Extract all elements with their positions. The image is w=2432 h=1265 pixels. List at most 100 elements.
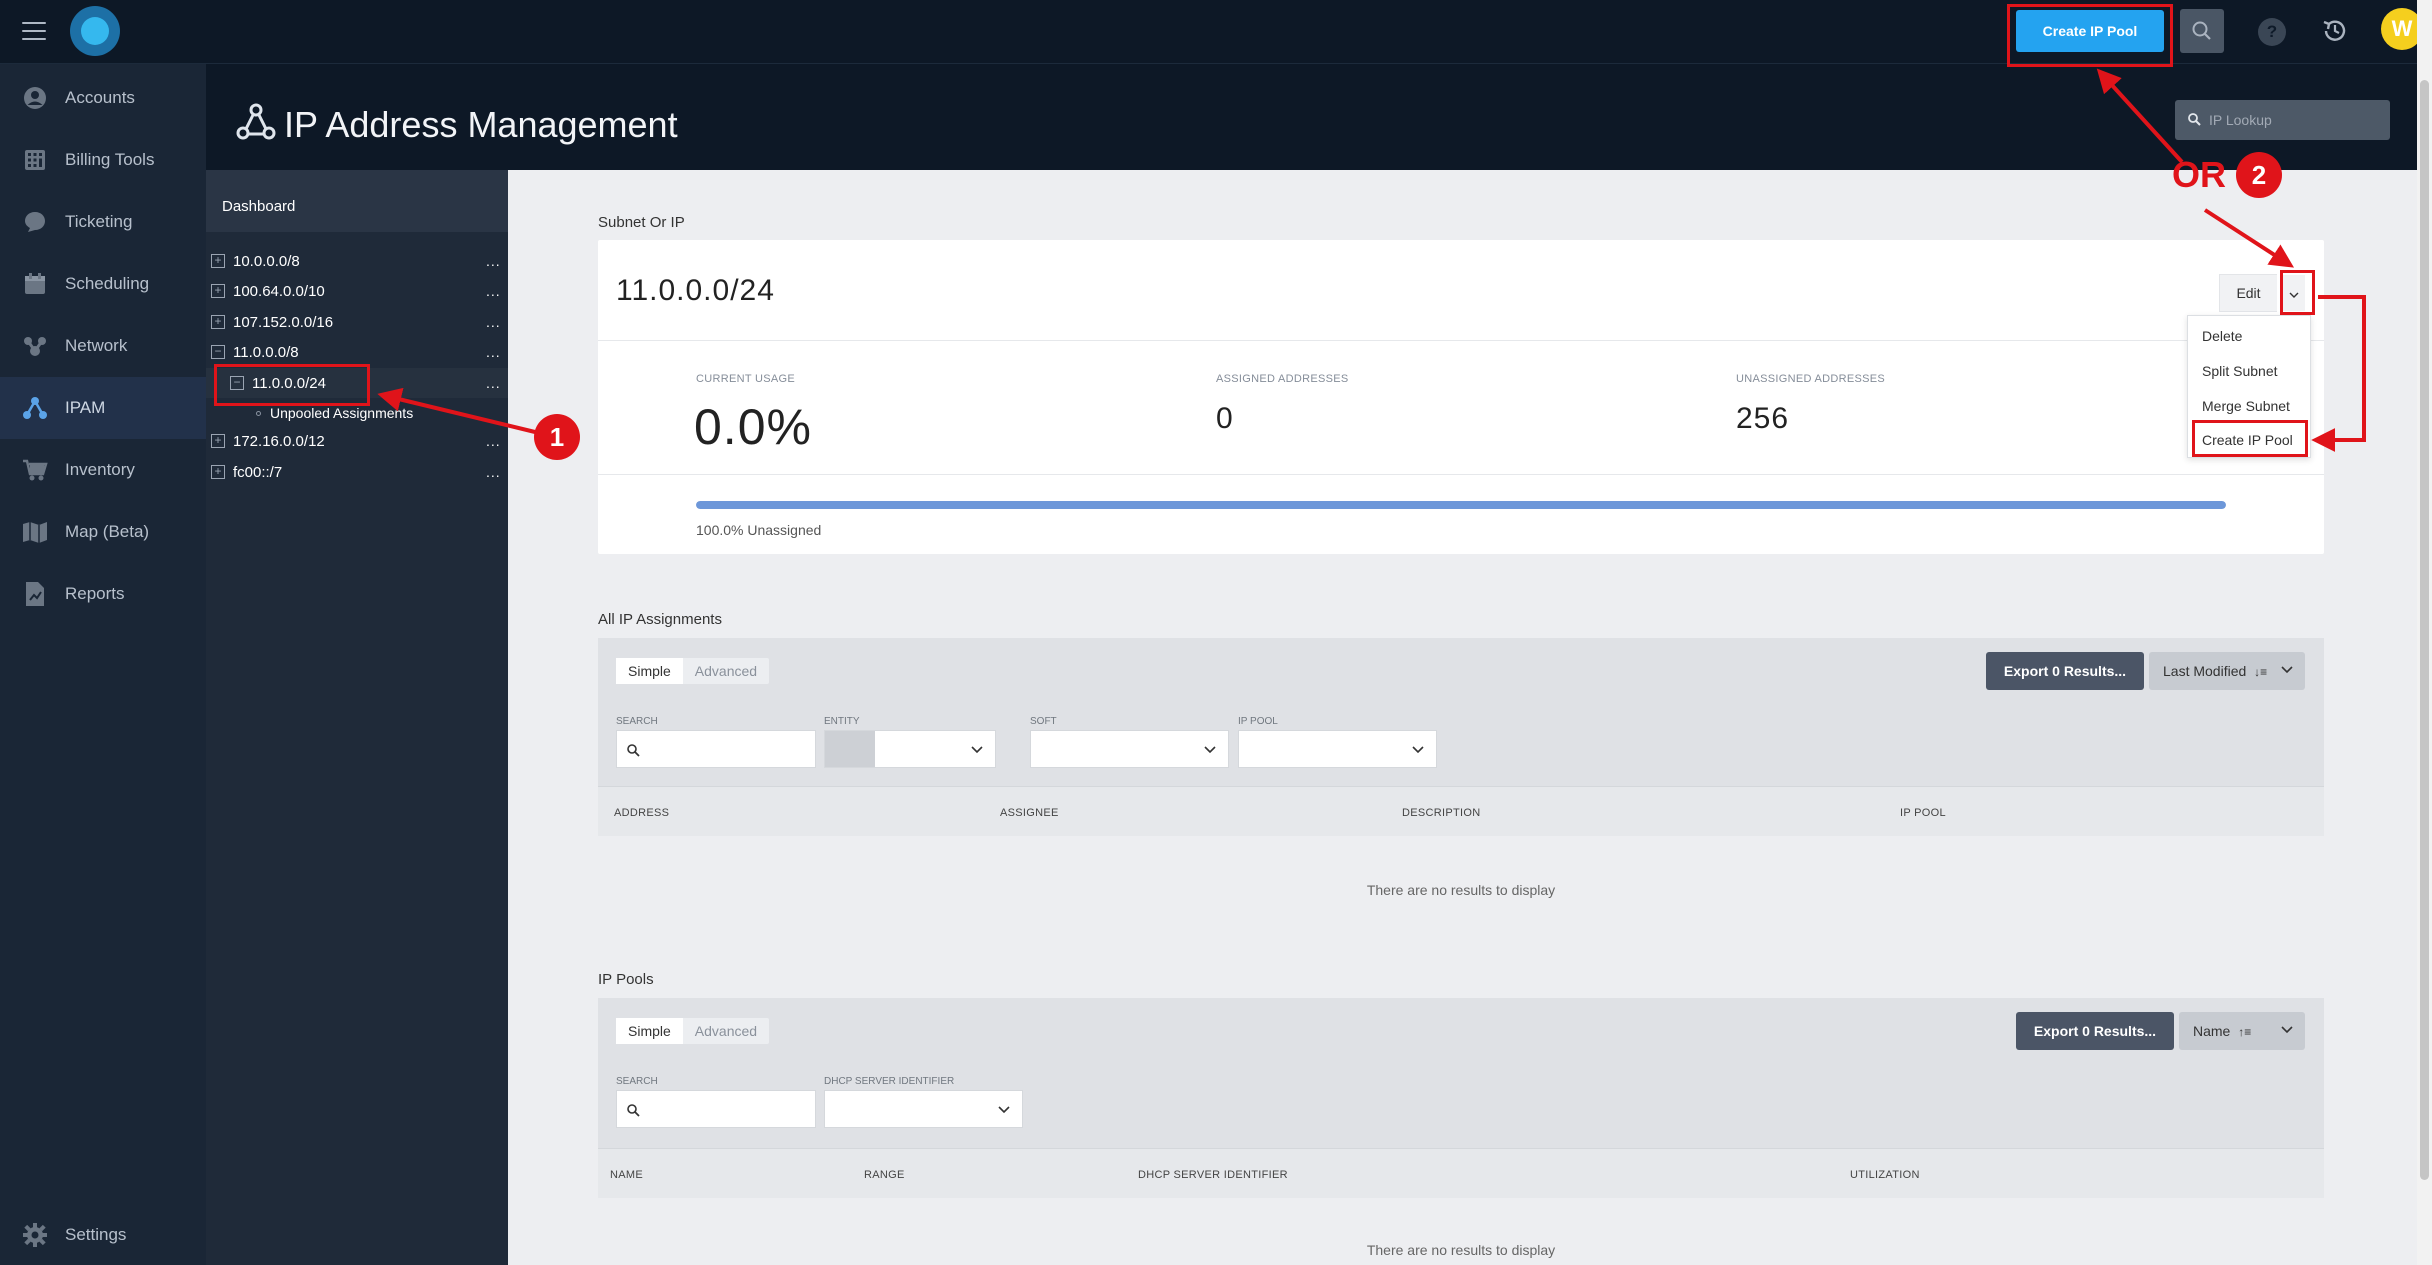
chat-icon — [22, 209, 48, 235]
tree-row[interactable]: − 11.0.0.0/8 ... — [206, 337, 508, 367]
menu-item-delete[interactable]: Delete — [2202, 328, 2243, 344]
page-header: IP Address Management IP Lookup — [206, 64, 2417, 170]
tab-advanced[interactable]: Advanced — [694, 663, 758, 679]
export-assignments-button[interactable]: Export 0 Results... — [1986, 652, 2144, 690]
scrollbar-thumb[interactable] — [2420, 80, 2429, 1180]
subnet-section-title: Subnet Or IP — [598, 214, 685, 231]
sidebar-item-label: Accounts — [65, 88, 135, 107]
ipam-icon — [22, 395, 48, 421]
ip-lookup-input[interactable]: IP Lookup — [2175, 100, 2390, 140]
tab-advanced[interactable]: Advanced — [694, 1023, 758, 1039]
edit-dropdown-toggle[interactable] — [2283, 275, 2305, 311]
search-icon[interactable] — [2180, 9, 2224, 53]
network-icon — [22, 333, 48, 359]
sidebar-item-ipam[interactable]: IPAM — [0, 377, 206, 439]
annotation-step-2: 2 — [2236, 152, 2282, 198]
expand-icon[interactable]: + — [211, 465, 225, 479]
more-icon[interactable]: ... — [486, 464, 501, 480]
collapse-icon[interactable]: − — [211, 345, 225, 359]
tree-row[interactable]: Unpooled Assignments — [206, 398, 508, 428]
more-icon[interactable]: ... — [486, 314, 501, 330]
sidebar-item-billing-tools[interactable]: Billing Tools — [0, 129, 206, 191]
app-logo[interactable] — [70, 6, 120, 56]
usage-bar — [696, 501, 2226, 509]
column-header[interactable]: DESCRIPTION — [1402, 807, 1481, 819]
edit-button[interactable]: Edit — [2219, 274, 2277, 312]
collapse-icon[interactable]: − — [230, 376, 244, 390]
dhcp-server-select[interactable] — [824, 1090, 1023, 1128]
assignments-empty-message: There are no results to display — [1366, 882, 1556, 898]
tree-row-label: 11.0.0.0/24 — [252, 374, 326, 392]
sidebar-item-inventory[interactable]: Inventory — [0, 439, 206, 501]
tree-row[interactable]: + 172.16.0.0/12 ... — [206, 426, 508, 456]
column-header[interactable]: ADDRESS — [614, 807, 670, 819]
tree-row-label: Unpooled Assignments — [270, 405, 414, 421]
more-icon[interactable]: ... — [486, 344, 501, 360]
tree-row[interactable]: + 10.0.0.0/8 ... — [206, 246, 508, 276]
assigned-addresses-label: ASSIGNED ADDRESSES — [1216, 373, 1349, 385]
chevron-down-icon — [998, 1106, 1010, 1114]
export-pools-button[interactable]: Export 0 Results... — [2016, 1012, 2174, 1050]
chevron-down-icon — [2289, 292, 2299, 298]
menu-icon[interactable] — [22, 22, 46, 40]
sidebar-item-scheduling[interactable]: Scheduling — [0, 253, 206, 315]
tree-row[interactable]: + 107.152.0.0/16 ... — [206, 307, 508, 337]
sidebar-item-settings[interactable]: Settings — [0, 1204, 206, 1265]
search-input[interactable] — [616, 730, 816, 768]
tree-row[interactable]: + 100.64.0.0/10 ... — [206, 276, 508, 306]
entity-select[interactable] — [824, 730, 996, 768]
more-icon[interactable]: ... — [486, 375, 501, 391]
tab-simple[interactable]: Simple — [616, 1018, 683, 1044]
sidebar-item-reports[interactable]: Reports — [0, 563, 206, 625]
expand-icon[interactable]: + — [211, 284, 225, 298]
tree-row-selected[interactable]: − 11.0.0.0/24 ... — [206, 368, 508, 398]
ip-pool-select[interactable] — [1238, 730, 1437, 768]
tab-simple[interactable]: Simple — [616, 658, 683, 684]
search-icon — [627, 744, 640, 757]
calculator-icon — [22, 147, 48, 173]
sidebar-item-label: Network — [65, 336, 128, 355]
menu-item-create-ip-pool[interactable]: Create IP Pool — [2202, 432, 2293, 448]
user-icon — [22, 85, 48, 111]
search-input[interactable] — [616, 1090, 816, 1128]
tree-row-label: 10.0.0.0/8 — [233, 252, 300, 270]
usage-bar-fill — [696, 501, 2226, 509]
assignments-table-header: ADDRESS ASSIGNEE DESCRIPTION IP POOL — [598, 786, 2324, 836]
sidebar-item-accounts[interactable]: Accounts — [0, 67, 206, 129]
more-icon[interactable]: ... — [486, 283, 501, 299]
tree-row-label: 11.0.0.0/8 — [233, 343, 299, 361]
column-header[interactable]: NAME — [610, 1169, 643, 1181]
more-icon[interactable]: ... — [486, 253, 501, 269]
column-header[interactable]: RANGE — [864, 1169, 905, 1181]
expand-icon[interactable]: + — [211, 315, 225, 329]
sort-pools-button[interactable]: Name ↑≡ — [2179, 1012, 2305, 1050]
column-header[interactable]: ASSIGNEE — [1000, 807, 1059, 819]
tree-dashboard-link[interactable]: Dashboard — [206, 170, 508, 232]
column-header[interactable]: UTILIZATION — [1850, 1169, 1920, 1181]
tree-row[interactable]: + fc00::/7 ... — [206, 457, 508, 487]
sidebar-item-ticketing[interactable]: Ticketing — [0, 191, 206, 253]
expand-icon[interactable]: + — [211, 254, 225, 268]
soft-select[interactable] — [1030, 730, 1229, 768]
history-icon[interactable] — [2318, 14, 2352, 48]
menu-item-merge-subnet[interactable]: Merge Subnet — [2202, 398, 2290, 414]
sidebar-item-network[interactable]: Network — [0, 315, 206, 377]
avatar[interactable]: W — [2381, 8, 2423, 50]
menu-item-split-subnet[interactable]: Split Subnet — [2202, 363, 2278, 379]
column-header[interactable]: DHCP SERVER IDENTIFIER — [1138, 1169, 1288, 1181]
more-icon[interactable]: ... — [486, 433, 501, 449]
help-icon[interactable]: ? — [2258, 18, 2286, 46]
search-icon — [2188, 113, 2201, 126]
ip-lookup-placeholder: IP Lookup — [2209, 112, 2272, 128]
assignments-filter-panel: Simple Advanced SEARCH ENTITY SOFT IP PO… — [598, 638, 2324, 786]
page-scrollbar[interactable] — [2417, 0, 2432, 1265]
column-header[interactable]: IP POOL — [1900, 807, 1946, 819]
sidebar-item-label: Ticketing — [65, 212, 133, 231]
sort-assignments-button[interactable]: Last Modified ↓≡ — [2149, 652, 2305, 690]
create-ip-pool-button[interactable]: Create IP Pool — [2016, 10, 2164, 52]
chevron-down-icon — [2281, 666, 2293, 674]
annotation-or: OR — [2172, 154, 2226, 195]
sidebar-item-map[interactable]: Map (Beta) — [0, 501, 206, 563]
expand-icon[interactable]: + — [211, 434, 225, 448]
map-icon — [22, 519, 48, 545]
